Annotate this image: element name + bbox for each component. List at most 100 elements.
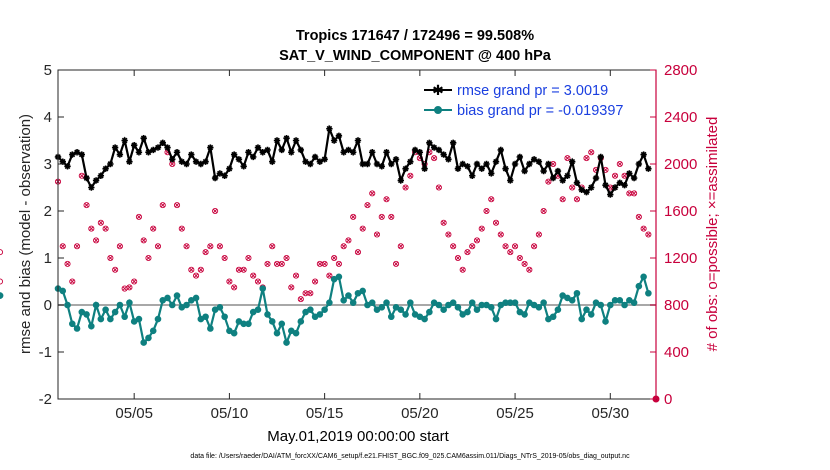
bias-point (59, 287, 67, 295)
rmse-point (307, 160, 314, 168)
obs-possible-point (145, 254, 152, 262)
obs-possible-point (307, 290, 314, 297)
bias-point (126, 299, 133, 306)
obs-possible-point (392, 260, 400, 267)
obs-possible-point (245, 254, 252, 262)
rmse-point (459, 160, 466, 168)
rmse-point (411, 146, 419, 154)
obs-assimilated-point (208, 243, 213, 249)
bias-point (568, 297, 576, 304)
bias-point (192, 294, 200, 302)
obs-possible-point (312, 278, 319, 285)
obs-possible-point (435, 184, 442, 191)
bias-point (387, 313, 395, 321)
obs-assimilated-point (631, 191, 637, 196)
bias-point (359, 287, 367, 295)
x-tick-label: 05/30 (592, 405, 630, 422)
rmse-point (573, 179, 581, 186)
obs-assimilated-point (198, 267, 204, 273)
obs-assimilated-point (636, 214, 642, 220)
legend-rmse-label: rmse grand pr = 3.0019 (457, 83, 608, 99)
rmse-point (445, 156, 452, 163)
bias-point (426, 308, 433, 316)
rmse-point (478, 165, 485, 172)
rmse-point (635, 160, 643, 168)
rmse-point (207, 144, 214, 151)
legend: ✱ rmse grand pr = 3.0019 bias grand pr =… (418, 78, 648, 122)
obs-assimilated-point (350, 214, 356, 220)
obs-possible-point (516, 254, 523, 262)
obs-assimilated-point (241, 267, 247, 273)
rmse-point (302, 158, 309, 165)
bias-point (383, 299, 390, 306)
obs-assimilated-point (293, 273, 299, 278)
rmse-point (373, 160, 381, 168)
bias-point (73, 325, 81, 332)
obs-possible-point (331, 254, 338, 262)
obs-assimilated-point (231, 285, 237, 290)
rmse-point (102, 165, 109, 172)
bias-point (216, 304, 224, 311)
bias-point (440, 306, 447, 314)
rmse-point (545, 160, 552, 168)
rmse-point (178, 158, 185, 165)
rmse-point (226, 165, 233, 172)
obs-assimilated-point (279, 261, 285, 267)
obs-assimilated-point (474, 238, 480, 243)
rmse-point (240, 163, 247, 170)
obs-possible-point (469, 243, 476, 250)
rmse-point (535, 158, 543, 165)
obs-possible-point (588, 149, 595, 156)
y-tick-label-left: -1 (39, 344, 52, 361)
obs-possible-point (569, 184, 576, 191)
obs-possible-point (326, 272, 333, 279)
rmse-point (192, 158, 200, 165)
rmse-point (235, 156, 243, 163)
rmse-point (549, 174, 557, 182)
bias-point (83, 311, 90, 318)
obs-possible-point (226, 278, 233, 285)
bias-point (259, 285, 267, 292)
obs-possible-point (564, 155, 571, 162)
bias-point (511, 299, 519, 306)
bias-point (606, 301, 614, 309)
rmse-point (578, 186, 585, 194)
obs-possible-point (373, 231, 381, 238)
y-axis-label-left: rmse and bias (model - observation) (17, 114, 34, 354)
obs-assimilated-point (303, 290, 308, 296)
bias-point (454, 304, 462, 311)
rmse-point (135, 149, 143, 156)
obs-possible-point (502, 243, 509, 250)
obs-assimilated-point (493, 220, 499, 226)
rmse-point (59, 158, 66, 165)
obs-possible-point (616, 160, 623, 168)
rmse-point (416, 149, 424, 156)
x-tick-label: 05/05 (115, 405, 153, 422)
obs-possible-point (397, 243, 404, 250)
obs-assimilated-point (160, 202, 166, 208)
obs-possible-point (293, 272, 300, 279)
rmse-point (297, 146, 305, 154)
obs-possible-point (440, 219, 447, 226)
bias-point (307, 306, 314, 314)
y-tick-label-right: 0 (664, 391, 672, 408)
obs-assimilated-point (393, 261, 399, 267)
obs-assimilated-point (646, 232, 651, 237)
bias-point (292, 329, 300, 337)
obs-possible-point (288, 284, 295, 291)
bias-point (278, 320, 286, 328)
rmse-point (183, 160, 190, 168)
bias-point (521, 311, 528, 318)
obs-possible-point (231, 284, 238, 291)
rmse-point (245, 149, 252, 156)
obs-assimilated-point (336, 261, 342, 267)
x-tick-label: 05/10 (211, 405, 249, 422)
obs-assimilated-point (488, 196, 494, 202)
rmse-point (92, 177, 100, 184)
obs-assimilated-point (531, 243, 537, 249)
obs-possible-point (635, 213, 642, 220)
rmse-point (273, 137, 281, 144)
axes: -2 -1 0 1 2 3 4 5 0 400 800 1200 1600 2000 2400 2800 05/… (39, 62, 698, 422)
obs-possible-point (483, 207, 490, 215)
obs-possible-point (216, 243, 223, 250)
